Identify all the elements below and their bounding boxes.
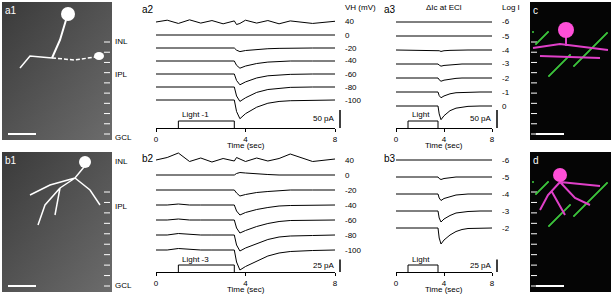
svg-text:INL: INL <box>115 37 128 46</box>
svg-text:25 pA: 25 pA <box>470 261 492 270</box>
svg-text:Light -3: Light -3 <box>182 255 209 264</box>
svg-text:-6: -6 <box>502 156 510 165</box>
svg-text:-4: -4 <box>502 190 510 199</box>
svg-text:d: d <box>533 155 539 166</box>
svg-text:ΔIc at ECl: ΔIc at ECl <box>426 3 462 12</box>
svg-text:0: 0 <box>154 135 159 144</box>
svg-text:b2: b2 <box>142 153 154 164</box>
svg-text:40: 40 <box>345 17 354 26</box>
svg-text:IPL: IPL <box>115 70 128 79</box>
svg-text:-3: -3 <box>502 59 510 68</box>
svg-text:-40: -40 <box>345 56 357 65</box>
svg-text:Light: Light <box>412 255 430 264</box>
svg-text:4: 4 <box>243 279 248 288</box>
svg-text:Time (sec): Time (sec) <box>227 285 265 294</box>
svg-text:0: 0 <box>502 102 507 111</box>
svg-text:-20: -20 <box>345 186 357 195</box>
svg-text:-100: -100 <box>345 246 362 255</box>
svg-text:0: 0 <box>394 135 399 144</box>
svg-text:4: 4 <box>442 279 447 288</box>
svg-text:a3: a3 <box>384 4 396 15</box>
svg-text:-2: -2 <box>502 74 510 83</box>
svg-text:GCL: GCL <box>115 281 132 290</box>
svg-text:b3: b3 <box>384 153 396 164</box>
svg-text:8: 8 <box>333 135 338 144</box>
svg-text:-20: -20 <box>345 44 357 53</box>
svg-text:-60: -60 <box>345 70 357 79</box>
svg-text:-3: -3 <box>502 207 510 216</box>
svg-text:0: 0 <box>394 279 399 288</box>
svg-text:8: 8 <box>490 279 495 288</box>
svg-text:IPL: IPL <box>115 202 128 211</box>
svg-text:Time (sec): Time (sec) <box>227 141 265 150</box>
svg-text:b1: b1 <box>5 155 17 166</box>
svg-text:a1: a1 <box>5 5 17 16</box>
svg-text:a2: a2 <box>142 4 154 15</box>
svg-text:-5: -5 <box>502 173 510 182</box>
svg-text:50 pA: 50 pA <box>470 114 492 123</box>
svg-text:-60: -60 <box>345 216 357 225</box>
svg-text:-2: -2 <box>502 224 510 233</box>
svg-text:-5: -5 <box>502 32 510 41</box>
svg-text:Light -1: Light -1 <box>182 110 209 119</box>
svg-text:0: 0 <box>154 279 159 288</box>
svg-text:-6: -6 <box>502 17 510 26</box>
svg-text:INL: INL <box>115 157 128 166</box>
svg-text:c: c <box>533 5 538 16</box>
svg-text:4: 4 <box>442 135 447 144</box>
svg-text:8: 8 <box>333 279 338 288</box>
svg-text:-40: -40 <box>345 201 357 210</box>
svg-text:Time (sec): Time (sec) <box>425 285 463 294</box>
svg-text:-80: -80 <box>345 83 357 92</box>
svg-text:25 pA: 25 pA <box>313 261 335 270</box>
svg-text:0: 0 <box>345 31 350 40</box>
svg-text:-4: -4 <box>502 46 510 55</box>
svg-text:Light: Light <box>412 110 430 119</box>
svg-text:VH (mV): VH (mV) <box>345 3 376 12</box>
svg-text:Time (sec): Time (sec) <box>425 141 463 150</box>
svg-text:50 pA: 50 pA <box>313 114 335 123</box>
svg-text:-100: -100 <box>345 96 362 105</box>
svg-text:0: 0 <box>345 171 350 180</box>
svg-text:-80: -80 <box>345 231 357 240</box>
svg-text:-1: -1 <box>502 88 510 97</box>
svg-text:GCL: GCL <box>115 133 132 142</box>
svg-text:8: 8 <box>490 135 495 144</box>
svg-text:Log I: Log I <box>502 3 520 12</box>
svg-text:40: 40 <box>345 156 354 165</box>
svg-text:4: 4 <box>243 135 248 144</box>
